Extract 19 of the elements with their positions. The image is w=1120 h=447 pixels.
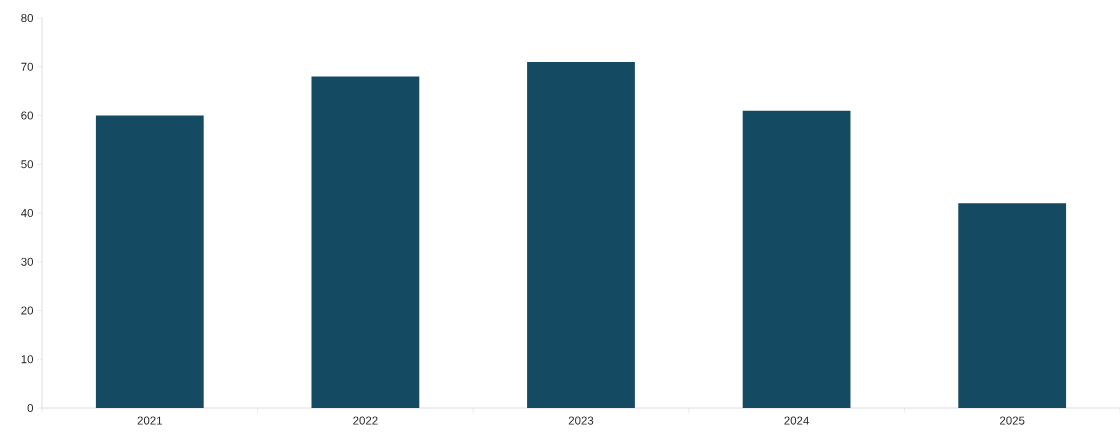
y-tick-label: 80 <box>21 13 34 23</box>
bar <box>311 76 420 408</box>
x-tick-label: 2024 <box>784 416 809 425</box>
bar <box>527 61 635 408</box>
x-tick-label: 2023 <box>568 416 594 425</box>
x-tick-label: 2022 <box>353 416 378 425</box>
bar <box>958 203 1067 408</box>
x-tick-label: 2025 <box>1000 416 1025 425</box>
y-tick-label: 10 <box>21 355 34 364</box>
x-tick-label: 2021 <box>137 416 162 425</box>
y-tick-label: 50 <box>21 160 34 169</box>
bar <box>742 110 851 408</box>
y-tick-label: 30 <box>21 257 34 266</box>
y-tick-label: 70 <box>21 62 34 71</box>
y-tick-label: 0 <box>27 403 34 413</box>
bar <box>95 115 204 408</box>
y-tick-label: 20 <box>21 306 34 315</box>
y-tick-label: 60 <box>21 111 34 120</box>
y-tick-label: 40 <box>21 208 34 218</box>
